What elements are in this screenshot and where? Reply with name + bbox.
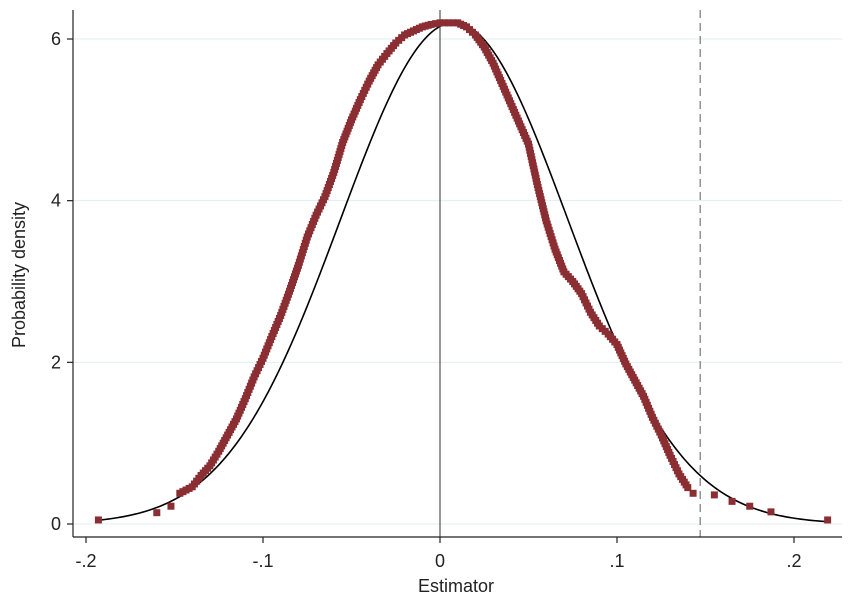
data-point-342 [710, 491, 718, 499]
y-tick-label-0: 0 [51, 514, 61, 534]
data-point-344 [746, 502, 754, 510]
x-tick-label-0: -.2 [75, 551, 96, 571]
x-tick-label-2: 0 [435, 551, 445, 571]
data-point-172 [436, 19, 444, 27]
gridlines [73, 38, 842, 525]
x-tick-label-1: -.1 [252, 551, 273, 571]
data-point-173 [440, 19, 448, 27]
density-points [94, 19, 832, 524]
x-tick-label-4: .2 [786, 551, 801, 571]
data-point-340 [684, 484, 692, 492]
axes [72, 10, 842, 538]
data-point-171 [432, 20, 440, 28]
data-point-170 [427, 20, 435, 28]
y-tick-label-3: 6 [51, 29, 61, 49]
reference-lines [439, 10, 701, 537]
data-point-1 [153, 509, 161, 517]
data-point-341 [689, 489, 697, 497]
data-point-174 [445, 19, 453, 27]
y-tick-label-2: 4 [51, 191, 61, 211]
data-point-345 [767, 508, 775, 516]
y-tick-label-1: 2 [51, 352, 61, 372]
data-point-0 [94, 516, 102, 524]
data-point-2 [167, 502, 175, 510]
data-point-343 [728, 497, 736, 505]
x-axis-title: Estimator [418, 576, 494, 596]
tick-labels: -.2 -.1 0 .1 .2 0 2 4 6 [51, 29, 802, 571]
y-axis-title: Probability density [9, 202, 29, 348]
data-point-175 [449, 19, 457, 27]
x-tick-label-3: .1 [609, 551, 624, 571]
data-point-346 [824, 516, 832, 524]
